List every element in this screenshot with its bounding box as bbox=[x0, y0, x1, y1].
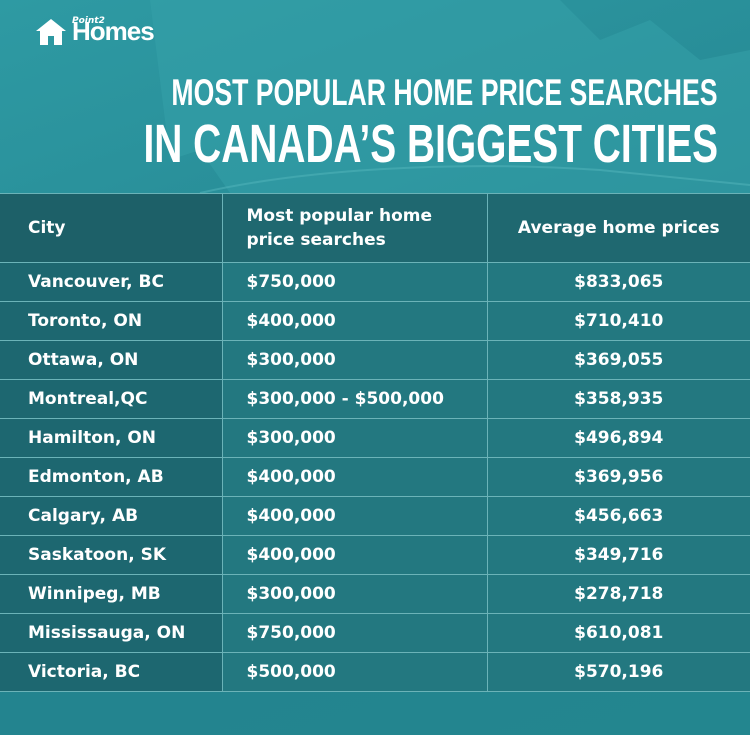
cell: $750,000 bbox=[221, 262, 488, 302]
table-row: Victoria, BC $500,000 $570,196 bbox=[0, 652, 750, 692]
table-row: Saskatoon, SK $400,000 $349,716 bbox=[0, 535, 750, 575]
column-header: City bbox=[0, 193, 223, 263]
cell: $278,718 bbox=[486, 574, 750, 614]
cell: $400,000 bbox=[221, 301, 488, 341]
column-header: Average home prices bbox=[486, 193, 750, 263]
cell: $358,935 bbox=[486, 379, 750, 419]
cell: Saskatoon, SK bbox=[0, 535, 223, 575]
logo[interactable]: Point2 Homes bbox=[34, 16, 155, 47]
cell: $610,081 bbox=[486, 613, 750, 653]
table-row: Montreal,QC $300,000 - $500,000 $358,935 bbox=[0, 379, 750, 419]
cell: $750,000 bbox=[221, 613, 488, 653]
logo-house-icon bbox=[36, 19, 66, 45]
cell: Calgary, AB bbox=[0, 496, 223, 536]
cell: Hamilton, ON bbox=[0, 418, 223, 458]
cell: Winnipeg, MB bbox=[0, 574, 223, 614]
cell: $300,000 - $500,000 bbox=[221, 379, 488, 419]
table-row: Toronto, ON $400,000 $710,410 bbox=[0, 301, 750, 341]
cell: $369,055 bbox=[486, 340, 750, 380]
table-row: Hamilton, ON $300,000 $496,894 bbox=[0, 418, 750, 458]
cell: Toronto, ON bbox=[0, 301, 223, 341]
cell: Mississauga, ON bbox=[0, 613, 223, 653]
table-row: Vancouver, BC $750,000 $833,065 bbox=[0, 262, 750, 302]
table-row: Calgary, AB $400,000 $456,663 bbox=[0, 496, 750, 536]
cell: $300,000 bbox=[221, 340, 488, 380]
cell: $833,065 bbox=[486, 262, 750, 302]
map-background bbox=[150, 0, 750, 193]
title-line: MOST POPULAR HOME PRICE SEARCHES bbox=[171, 72, 718, 113]
logo-text: Homes bbox=[72, 16, 155, 46]
cell: $400,000 bbox=[221, 496, 488, 536]
table-row: Mississauga, ON $750,000 $610,081 bbox=[0, 613, 750, 653]
cell: $500,000 bbox=[221, 652, 488, 692]
cell: $300,000 bbox=[221, 574, 488, 614]
cell: $400,000 bbox=[221, 535, 488, 575]
cell: $496,894 bbox=[486, 418, 750, 458]
cell: $300,000 bbox=[221, 418, 488, 458]
cell: Victoria, BC bbox=[0, 652, 223, 692]
cell: Vancouver, BC bbox=[0, 262, 223, 302]
cell: $456,663 bbox=[486, 496, 750, 536]
cell: $400,000 bbox=[221, 457, 488, 497]
title-line: IN CANADA’S BIGGEST CITIES bbox=[143, 114, 718, 174]
cell: $349,716 bbox=[486, 535, 750, 575]
table-row: Edmonton, AB $400,000 $369,956 bbox=[0, 457, 750, 497]
price-table: City Most popular home price searches Aver… bbox=[0, 193, 750, 692]
cell: Ottawa, ON bbox=[0, 340, 223, 380]
cell: $570,196 bbox=[486, 652, 750, 692]
logo-small-text: Point2 bbox=[72, 16, 105, 26]
column-header: Most popular home price searches bbox=[221, 193, 488, 263]
header-row: City Most popular home price searches Aver… bbox=[0, 193, 750, 263]
table-row: Ottawa, ON $300,000 $369,055 bbox=[0, 340, 750, 380]
cell: Edmonton, AB bbox=[0, 457, 223, 497]
cell: Montreal,QC bbox=[0, 379, 223, 419]
cell: $710,410 bbox=[486, 301, 750, 341]
table-row: Winnipeg, MB $300,000 $278,718 bbox=[0, 574, 750, 614]
cell: $369,956 bbox=[486, 457, 750, 497]
